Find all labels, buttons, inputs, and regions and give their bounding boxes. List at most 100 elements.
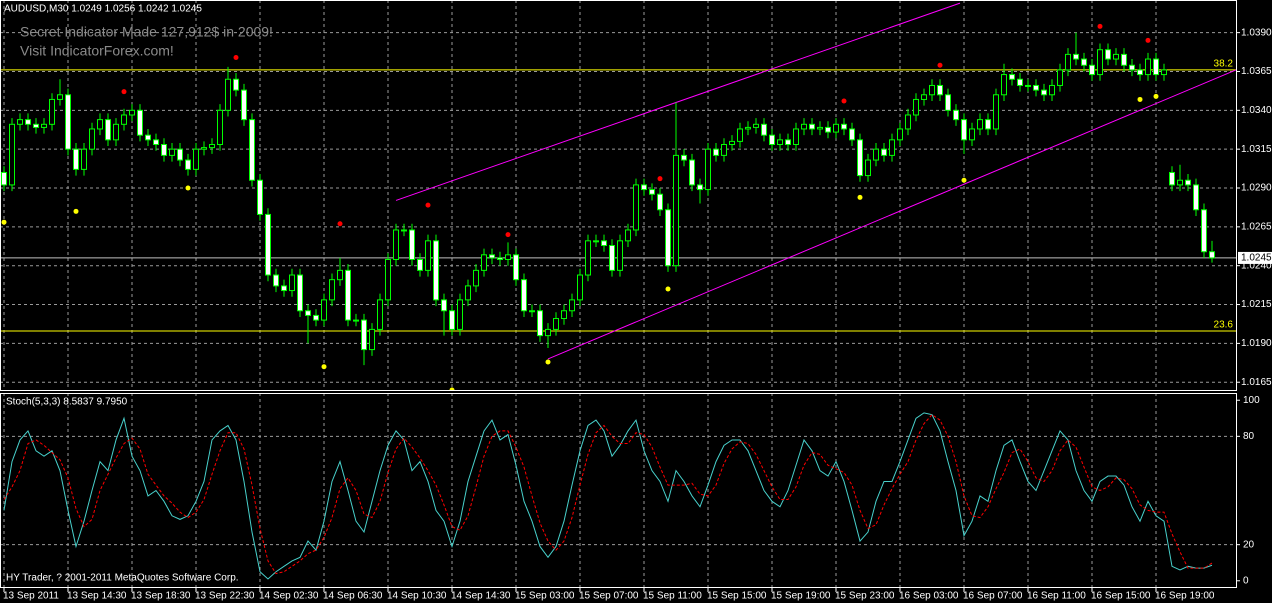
candle-body (1033, 84, 1039, 91)
fractal-dot (857, 194, 863, 200)
candle-body (1049, 84, 1055, 96)
candle-body (233, 78, 239, 91)
candle-body (329, 279, 335, 301)
x-tick-label: 15 Sep 19:00 (771, 591, 831, 602)
y-tick-label: 1.0215 (1241, 299, 1272, 310)
candle-body (849, 128, 855, 141)
candle-body (545, 328, 551, 337)
candle-body (217, 109, 223, 146)
candle-body (361, 319, 367, 351)
candle-body (929, 84, 935, 96)
x-tick-label: 14 Sep 02:30 (259, 591, 319, 602)
candle-body (601, 240, 607, 246)
candle-body (345, 269, 351, 321)
y-tick-label: 1.0390 (1241, 27, 1272, 38)
y-tick-label: 1.0290 (1241, 183, 1272, 194)
candle-body (1081, 58, 1087, 66)
candle-body (681, 154, 687, 161)
x-tick-label: 16 Sep 11:00 (1027, 591, 1086, 602)
candle-body (961, 119, 967, 141)
candle-body (169, 148, 175, 156)
candle-body (817, 126, 823, 130)
candle-body (1121, 53, 1127, 66)
candle-body (73, 148, 79, 170)
fractal-dot (121, 89, 127, 95)
fractal-dot (233, 54, 239, 60)
candle-body (825, 126, 831, 133)
fractal-dot (73, 208, 79, 214)
chart-header: AUDUSD,M30 1.0249 1.0256 1.0242 1.0245 (4, 4, 202, 15)
candle-body (945, 94, 951, 111)
candle-body (841, 123, 847, 130)
candle-body (745, 126, 751, 130)
candle-body (1145, 58, 1151, 76)
candle-body (1137, 69, 1143, 76)
stoch-line (3, 412, 1213, 580)
candle-body (697, 184, 703, 191)
candle-body (241, 89, 247, 121)
candle-body (409, 229, 415, 260)
candle-body (457, 299, 463, 330)
candle-body (289, 274, 295, 292)
candle-body (721, 144, 727, 156)
promo-line: Secret Indicator Made 127,912$ in 2009! (20, 24, 273, 40)
candle-body (393, 229, 399, 260)
candle-body (761, 123, 767, 136)
candle-body (305, 310, 311, 316)
candle-body (209, 144, 215, 149)
candle-body (1209, 251, 1215, 259)
candle-body (985, 119, 991, 130)
candle-body (81, 148, 87, 170)
x-tick-label: 13 Sep 2011 (3, 591, 59, 602)
fractal-dot (337, 221, 343, 227)
candle-body (1017, 78, 1023, 86)
x-tick-label: 16 Sep 03:00 (899, 591, 959, 602)
candle-body (1057, 69, 1063, 86)
sub-pane-frame (0, 393, 1237, 588)
candle-body (673, 154, 679, 267)
candle-body (593, 240, 599, 243)
candle-body (337, 269, 343, 281)
candle-body (657, 193, 663, 211)
candle-body (273, 274, 279, 287)
fibo-label: 38.2 (1214, 59, 1234, 70)
y-tick-label: 20 (1243, 539, 1255, 550)
fractal-dot (425, 202, 431, 208)
candle-body (49, 98, 55, 125)
candle-body (1065, 53, 1071, 71)
candle-body (705, 148, 711, 191)
candle-body (649, 189, 655, 195)
x-tick-label: 15 Sep 11:00 (643, 591, 702, 602)
candle-body (857, 139, 863, 177)
candle-body (777, 139, 783, 146)
candle-body (737, 128, 743, 142)
x-tick-label: 15 Sep 03:00 (515, 591, 575, 602)
candle-body (449, 310, 455, 330)
fractal-dot (1145, 37, 1151, 43)
x-tick-label: 13 Sep 18:30 (131, 591, 191, 602)
candle-body (153, 139, 159, 146)
fibo-label: 23.6 (1214, 320, 1234, 331)
candle-body (873, 148, 879, 161)
candle-body (425, 240, 431, 271)
candle-body (1073, 53, 1079, 60)
candle-body (913, 98, 919, 116)
candle-body (105, 119, 111, 141)
candle-body (809, 123, 815, 130)
candle-body (1089, 64, 1095, 76)
fractal-dot (665, 286, 671, 292)
candle-body (185, 159, 191, 170)
fractal-dot (1137, 96, 1143, 102)
candle-body (193, 148, 199, 170)
candle-body (33, 123, 39, 128)
stoch-line (3, 414, 1213, 575)
candle-body (433, 240, 439, 301)
candle-body (201, 147, 207, 150)
candle-body (377, 299, 383, 330)
candle-body (369, 328, 375, 351)
candle-body (497, 257, 503, 260)
candle-body (977, 119, 983, 130)
candle-body (553, 318, 559, 330)
candle-body (137, 109, 143, 136)
